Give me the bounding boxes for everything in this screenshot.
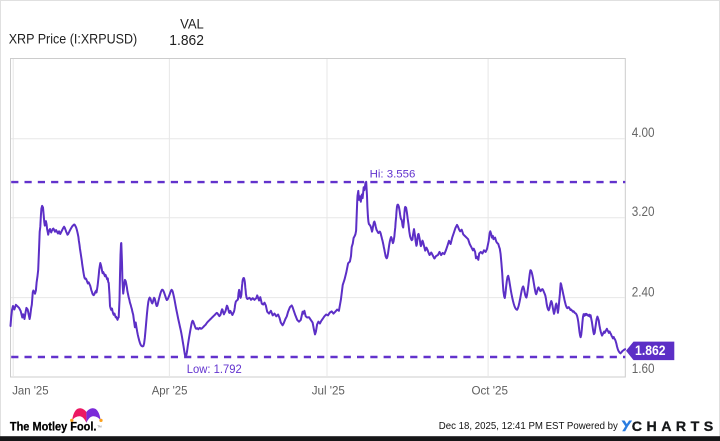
svg-text:Low: 1.792: Low: 1.792 [187,364,242,376]
svg-text:Hi: 3.556: Hi: 3.556 [370,168,416,180]
svg-text:The Motley Fool.: The Motley Fool. [10,420,97,434]
svg-text:2.40: 2.40 [632,284,655,299]
svg-text:XRP Price (I:XRPUSD): XRP Price (I:XRPUSD) [9,32,138,47]
svg-text:4.00: 4.00 [632,125,655,140]
svg-text:Oct '25: Oct '25 [471,384,508,398]
svg-text:Dec 18, 2025, 12:41 PM EST Pow: Dec 18, 2025, 12:41 PM EST Powered by [439,421,619,432]
svg-text:Jul '25: Jul '25 [312,384,345,398]
svg-text:VAL: VAL [180,15,204,31]
svg-text:3.20: 3.20 [632,204,655,219]
svg-text:Apr '25: Apr '25 [152,384,188,398]
svg-text:1.862: 1.862 [635,343,666,358]
svg-text:1.60: 1.60 [632,361,655,376]
svg-text:TM: TM [97,424,102,428]
svg-text:Jan '25: Jan '25 [12,384,48,398]
svg-text:CHARTS: CHARTS [632,419,718,435]
svg-text:1.862: 1.862 [169,32,204,49]
